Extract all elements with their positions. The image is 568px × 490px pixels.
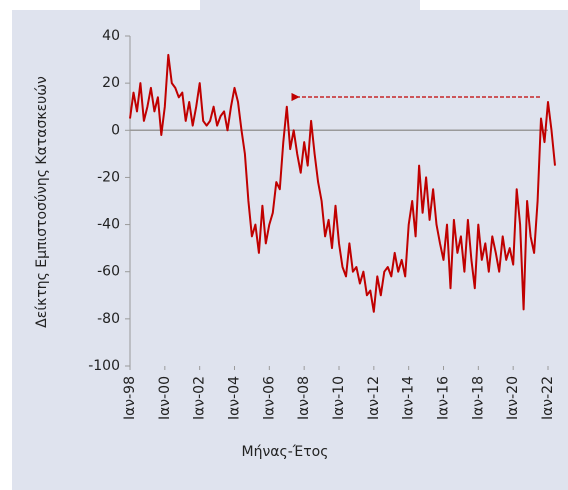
y-tick-label: 40: [102, 28, 120, 44]
data-line: [129, 53, 556, 313]
plot-area: -100 -80 -60 -40 -20 0 20 40 Ιαν-98 Ιαν-00 Ιαν-02 Ι…: [88, 28, 556, 420]
y-axis-label: Δείκτης Εμπιστοσύνης Κατασκευών: [34, 76, 50, 328]
x-tick-label: Ιαν-20: [505, 376, 521, 420]
x-tick-label: Ιαν-16: [436, 376, 452, 420]
x-tick-label: Ιαν-10: [331, 376, 347, 420]
chart-panel: [12, 10, 568, 490]
title-tab: [200, 0, 420, 10]
x-tick-label: Ιαν-12: [366, 376, 382, 420]
y-tick-label: -40: [97, 217, 120, 233]
x-tick-label: Ιαν-08: [296, 376, 312, 420]
y-tick-label: -100: [88, 358, 120, 374]
x-tick-label: Ιαν-06: [261, 376, 277, 420]
x-tick-label: Ιαν-04: [227, 376, 243, 420]
x-tick-label: Ιαν-22: [540, 376, 556, 420]
x-axis-label: Μήνας-Έτος: [242, 444, 329, 460]
x-tick-label: Ιαν-00: [157, 376, 173, 420]
y-tick-label: -20: [97, 169, 120, 185]
x-tick-label: Ιαν-02: [192, 376, 208, 420]
y-tick-label: 0: [111, 122, 120, 138]
y-tick-label: 20: [102, 75, 120, 91]
x-tick-label: Ιαν-98: [122, 376, 138, 420]
y-tick-label: -60: [97, 264, 120, 280]
y-tick-label: -80: [97, 311, 120, 327]
x-tick-label: Ιαν-14: [401, 376, 417, 420]
x-tick-label: Ιαν-18: [470, 376, 486, 420]
